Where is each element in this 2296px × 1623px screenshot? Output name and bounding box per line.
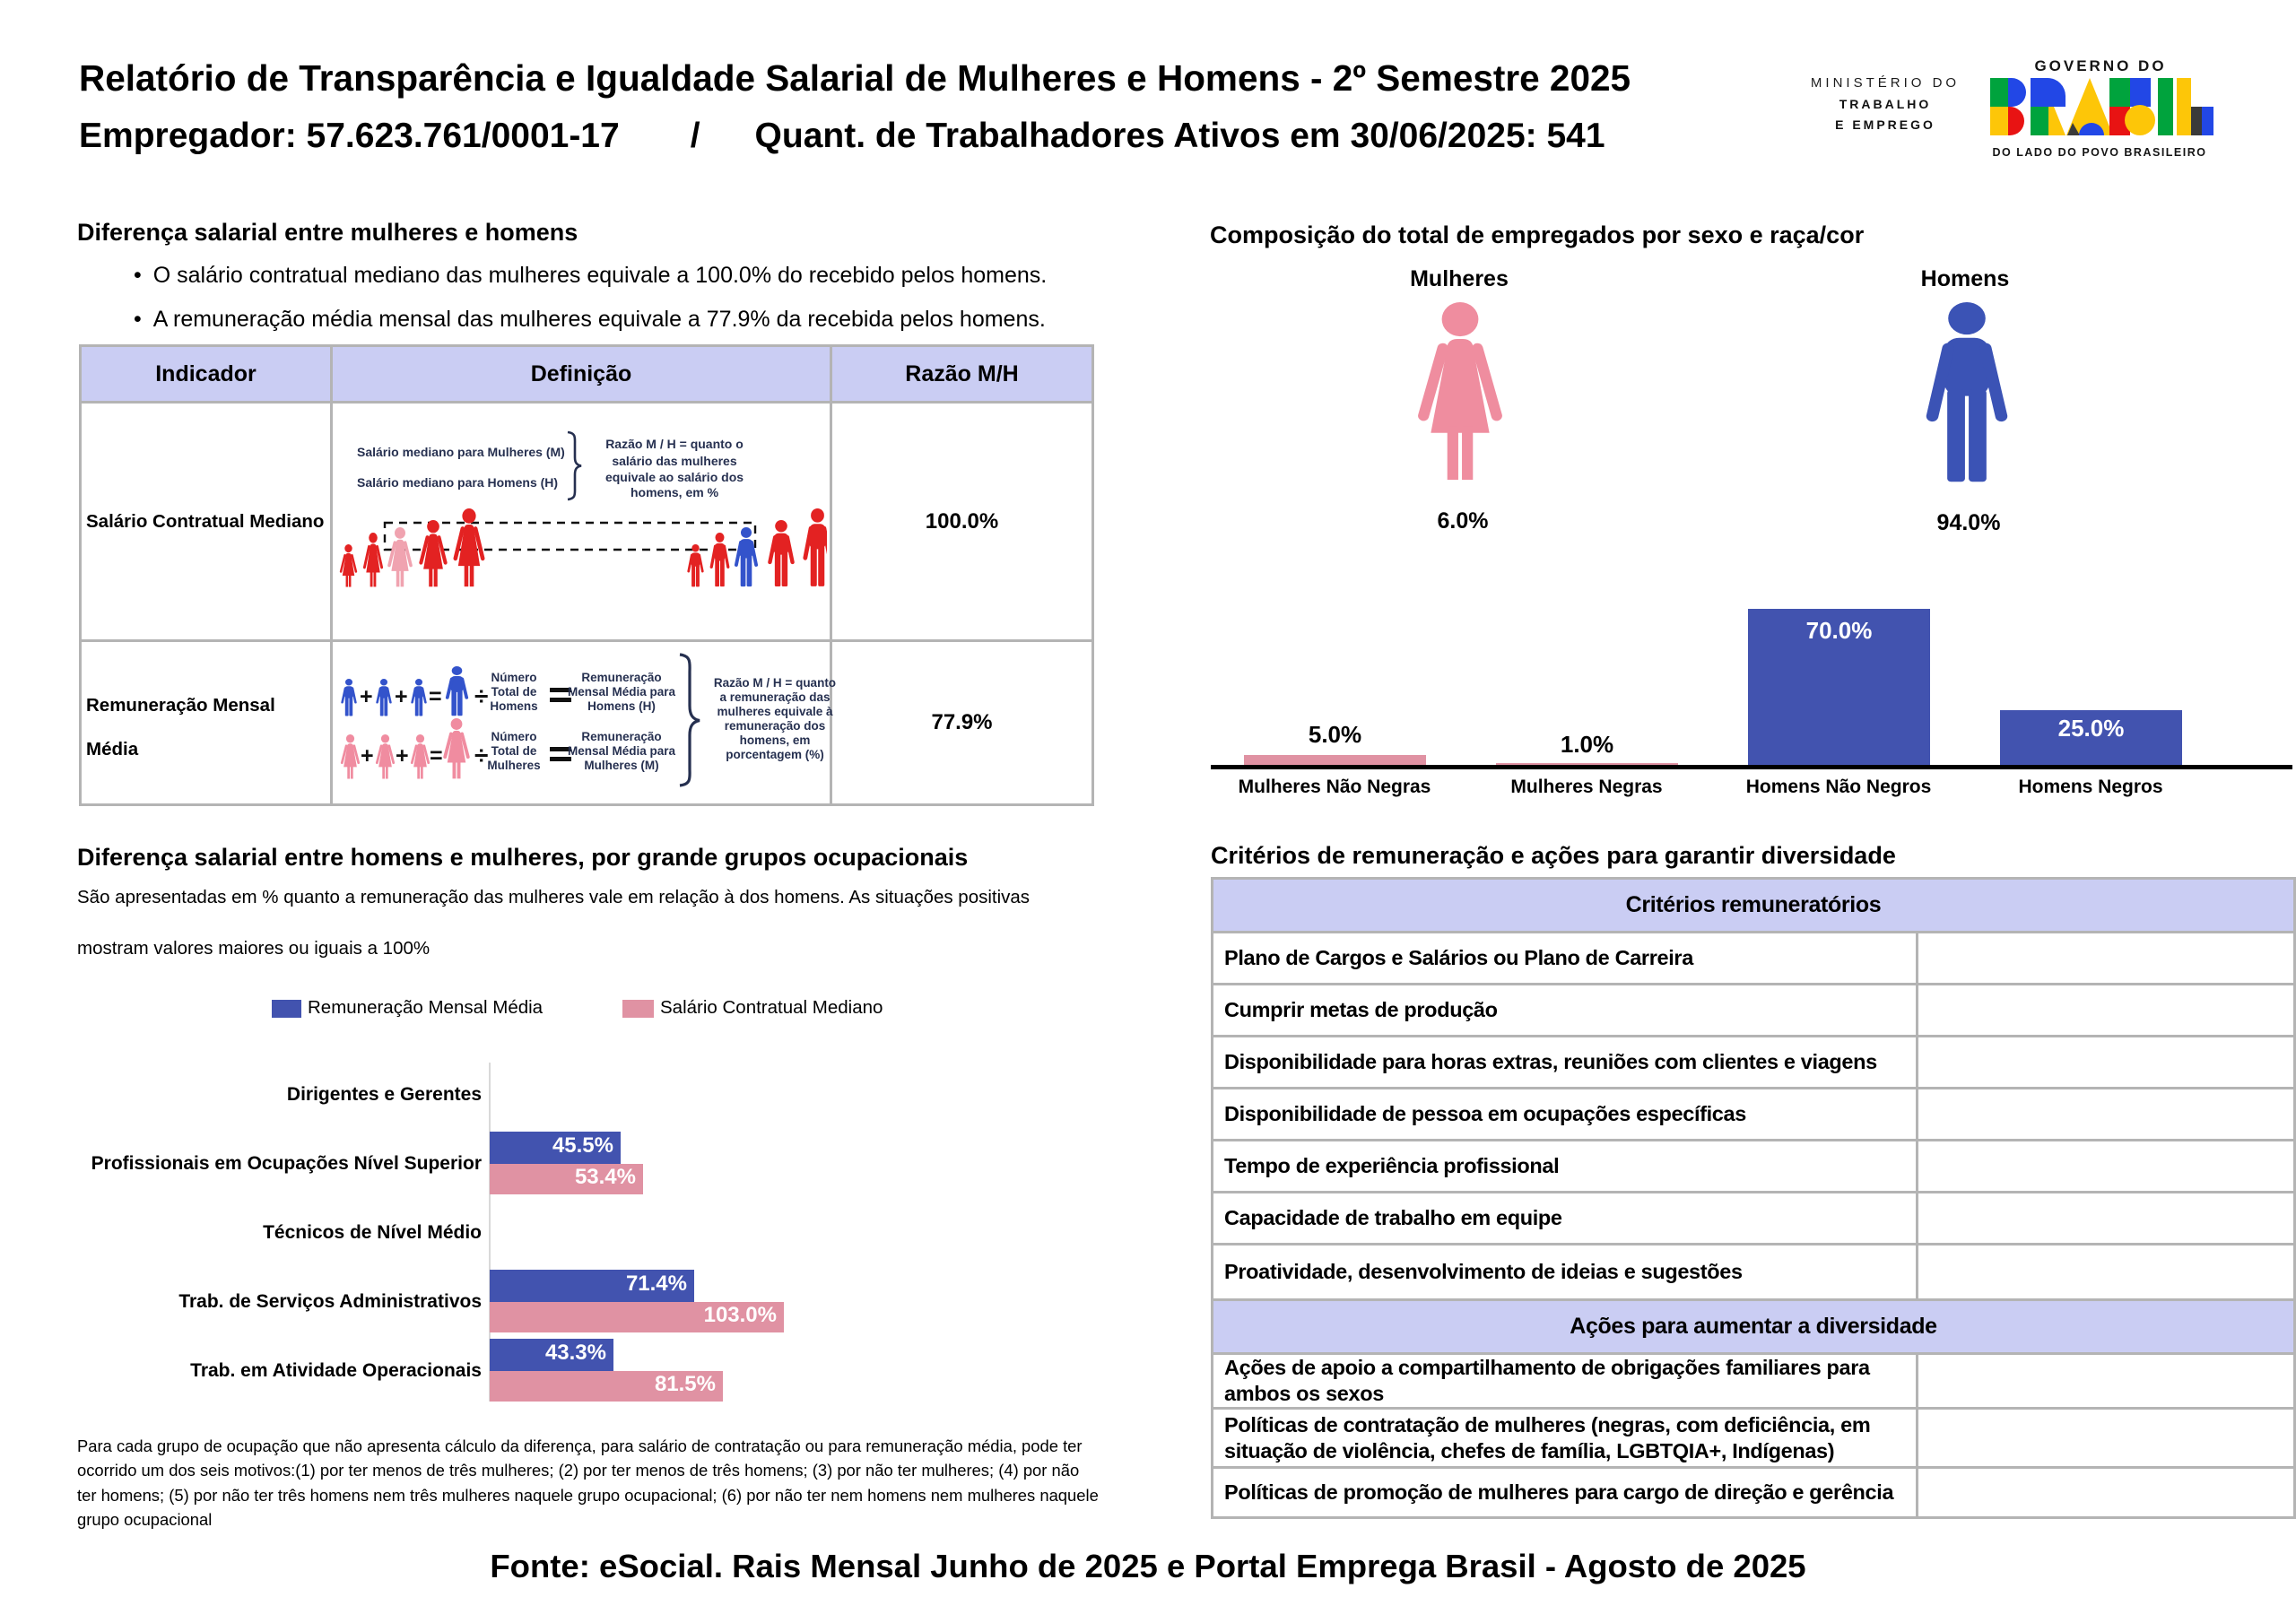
svg-text:Homens: Homens	[490, 699, 537, 713]
svg-text:a remuneração das: a remuneração das	[719, 690, 830, 704]
svg-text:Mensal Média para: Mensal Média para	[568, 744, 676, 758]
svg-text:Mensal Média para: Mensal Média para	[568, 685, 676, 699]
svg-text:Razão M / H = quanto o: Razão M / H = quanto o	[605, 437, 744, 451]
svg-text:÷: ÷	[474, 682, 488, 710]
svg-text:DO LADO DO POVO BRASILEIRO: DO LADO DO POVO BRASILEIRO	[1992, 146, 2206, 159]
svg-text:mulheres equivale à: mulheres equivale à	[717, 705, 833, 718]
svg-text:remuneração dos: remuneração dos	[725, 719, 826, 733]
svg-text:=: =	[430, 743, 443, 768]
svg-text:equivale ao salário dos: equivale ao salário dos	[605, 470, 744, 484]
svg-text:Remuneração: Remuneração	[581, 730, 661, 743]
svg-text:=: =	[429, 684, 442, 709]
svg-text:Remuneração: Remuneração	[581, 671, 661, 684]
svg-text:Mulheres (M): Mulheres (M)	[584, 759, 658, 772]
svg-text:porcentagem (%): porcentagem (%)	[726, 748, 824, 761]
svg-text:GOVERNO DO: GOVERNO DO	[2034, 57, 2166, 74]
svg-text:Homens (H): Homens (H)	[587, 699, 656, 713]
svg-text:+: +	[395, 684, 408, 709]
svg-text:homens, em: homens, em	[740, 733, 811, 747]
svg-text:Salário mediano para Mulheres: Salário mediano para Mulheres (M)	[357, 445, 565, 459]
svg-text:Salário mediano para Homens (H: Salário mediano para Homens (H)	[357, 475, 558, 490]
svg-text:homens, em %: homens, em %	[631, 485, 719, 499]
svg-text:Número: Número	[491, 730, 536, 743]
svg-text:÷: ÷	[474, 742, 488, 769]
svg-text:+: +	[360, 684, 373, 709]
svg-text:+: +	[361, 743, 374, 768]
svg-text:Total de: Total de	[491, 685, 537, 699]
svg-text:Total de: Total de	[491, 744, 537, 758]
svg-text:Mulheres: Mulheres	[487, 759, 540, 772]
svg-text:Número: Número	[491, 671, 536, 684]
svg-text:Razão M / H = quanto: Razão M / H = quanto	[714, 676, 836, 690]
svg-text:salário das mulheres: salário das mulheres	[612, 454, 737, 468]
svg-text:+: +	[396, 743, 409, 768]
